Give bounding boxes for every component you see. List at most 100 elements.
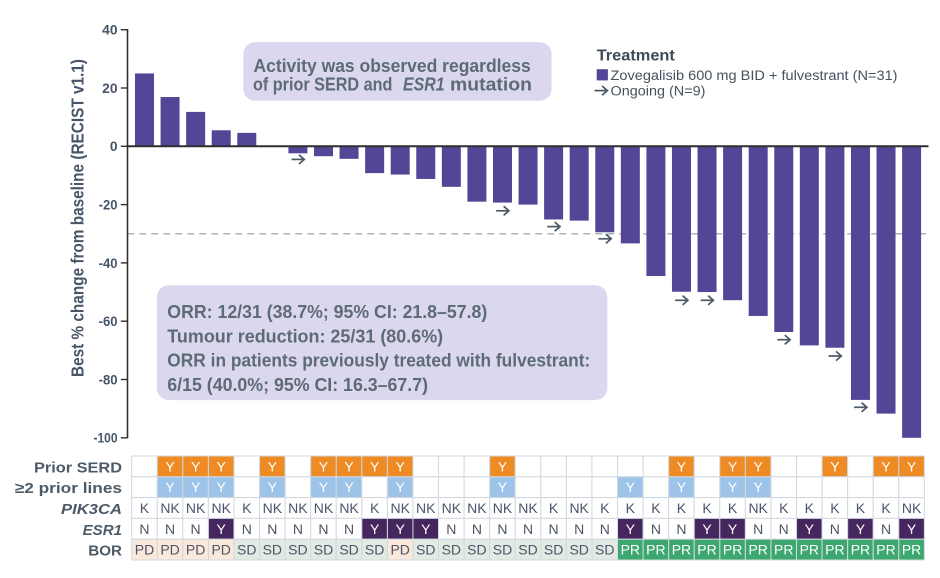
svg-text:-60: -60	[99, 314, 118, 329]
svg-text:ESR1: ESR1	[83, 522, 122, 539]
svg-text:Y: Y	[753, 458, 763, 474]
svg-text:N: N	[191, 521, 201, 537]
svg-text:Y: Y	[677, 458, 687, 474]
svg-text:K: K	[370, 500, 380, 516]
svg-text:Activity was observed regardle: Activity was observed regardless	[254, 56, 531, 77]
svg-text:N: N	[165, 521, 175, 537]
svg-text:Y: Y	[344, 479, 354, 495]
svg-text:Y: Y	[396, 458, 406, 474]
svg-text:N: N	[600, 521, 610, 537]
svg-text:NK: NK	[288, 500, 308, 516]
svg-text:Y: Y	[881, 458, 891, 474]
svg-text:of prior SERD and: of prior SERD and	[253, 74, 392, 95]
svg-text:PD: PD	[160, 542, 179, 558]
svg-text:Y: Y	[626, 521, 636, 537]
svg-text:Y: Y	[907, 521, 917, 537]
svg-text:Y: Y	[165, 458, 175, 474]
svg-text:≥2 prior lines: ≥2 prior lines	[15, 480, 122, 497]
svg-text:N: N	[318, 521, 328, 537]
svg-text:N: N	[830, 521, 840, 537]
svg-text:K: K	[140, 500, 150, 516]
svg-text:N: N	[779, 521, 789, 537]
svg-text:Y: Y	[805, 521, 815, 537]
svg-text:K: K	[702, 500, 712, 516]
svg-text:K: K	[651, 500, 661, 516]
svg-text:PD: PD	[186, 542, 205, 558]
svg-text:SD: SD	[314, 542, 333, 558]
svg-text:PR: PR	[748, 542, 767, 558]
svg-text:N: N	[549, 521, 559, 537]
svg-text:PR: PR	[646, 542, 665, 558]
svg-text:PR: PR	[800, 542, 819, 558]
svg-text:Y: Y	[191, 458, 201, 474]
svg-text:-100: -100	[93, 430, 117, 446]
svg-text:PR: PR	[851, 542, 870, 558]
svg-text:N: N	[676, 521, 686, 537]
svg-text:K: K	[881, 500, 891, 516]
svg-text:N: N	[881, 521, 891, 537]
svg-text:NK: NK	[314, 500, 334, 516]
svg-text:PR: PR	[621, 542, 640, 558]
svg-text:Y: Y	[907, 458, 917, 474]
svg-text:PR: PR	[902, 542, 921, 558]
svg-text:BOR: BOR	[88, 543, 122, 560]
svg-text:Y: Y	[856, 521, 866, 537]
svg-text:PIK3CA: PIK3CA	[61, 502, 122, 518]
svg-text:Y: Y	[830, 458, 840, 474]
svg-text:SD: SD	[518, 542, 537, 558]
svg-text:0: 0	[110, 139, 118, 154]
svg-text:Y: Y	[217, 521, 227, 537]
svg-text:PR: PR	[697, 542, 716, 558]
svg-text:N: N	[472, 521, 482, 537]
svg-text:K: K	[626, 500, 636, 516]
svg-text:Y: Y	[268, 458, 278, 474]
svg-text:Y: Y	[191, 479, 201, 495]
svg-text:Y: Y	[626, 479, 636, 495]
svg-text:K: K	[779, 500, 789, 516]
svg-text:K: K	[600, 500, 610, 516]
svg-text:Y: Y	[728, 521, 738, 537]
svg-text:NK: NK	[160, 500, 180, 516]
svg-text:NK: NK	[569, 500, 589, 516]
svg-text:PD: PD	[135, 542, 154, 558]
svg-text:Y: Y	[370, 521, 380, 537]
svg-text:SD: SD	[237, 542, 256, 558]
svg-text:Y: Y	[396, 521, 406, 537]
svg-text:-80: -80	[99, 372, 118, 387]
svg-text:Y: Y	[498, 479, 508, 495]
svg-text:SD: SD	[544, 542, 563, 558]
svg-text:N: N	[344, 521, 354, 537]
svg-text:SD: SD	[493, 542, 512, 558]
svg-text:N: N	[523, 521, 533, 537]
svg-text:Y: Y	[421, 521, 431, 537]
svg-text:40: 40	[102, 23, 118, 38]
svg-text:SD: SD	[339, 542, 358, 558]
svg-text:Ongoing (N=9): Ongoing (N=9)	[611, 84, 706, 100]
svg-text:PR: PR	[876, 542, 895, 558]
svg-text:Y: Y	[728, 479, 738, 495]
svg-text:NK: NK	[263, 500, 283, 516]
svg-text:SD: SD	[416, 542, 435, 558]
svg-text:K: K	[805, 500, 815, 516]
svg-text:ORR: 12/31 (38.7%; 95% CI: 21.: ORR: 12/31 (38.7%; 95% CI: 21.8–57.8)	[167, 302, 487, 322]
svg-text:mutation: mutation	[450, 75, 532, 95]
svg-text:K: K	[242, 500, 252, 516]
svg-text:PD: PD	[390, 542, 409, 558]
svg-text:Y: Y	[319, 458, 329, 474]
svg-text:Tumour reduction: 25/31 (80.6%: Tumour reduction: 25/31 (80.6%)	[167, 326, 443, 346]
svg-text:SD: SD	[569, 542, 588, 558]
svg-text:SD: SD	[263, 542, 282, 558]
svg-text:Y: Y	[217, 458, 227, 474]
svg-text:N: N	[753, 521, 763, 537]
svg-text:Y: Y	[677, 479, 687, 495]
svg-text:ORR in patients previously tre: ORR in patients previously treated with …	[167, 350, 590, 371]
svg-text:N: N	[242, 521, 252, 537]
svg-text:Zovegalisib 600 mg BID + fulve: Zovegalisib 600 mg BID + fulvestrant (N=…	[611, 68, 898, 84]
svg-text:ESR1: ESR1	[403, 73, 445, 94]
svg-text:PD: PD	[211, 542, 230, 558]
svg-text:N: N	[651, 521, 661, 537]
svg-text:N: N	[139, 521, 149, 537]
svg-text:Y: Y	[268, 479, 278, 495]
svg-text:PR: PR	[825, 542, 844, 558]
svg-text:Best % change from baseline (R: Best % change from baseline (RECIST v1.1…	[67, 59, 87, 377]
